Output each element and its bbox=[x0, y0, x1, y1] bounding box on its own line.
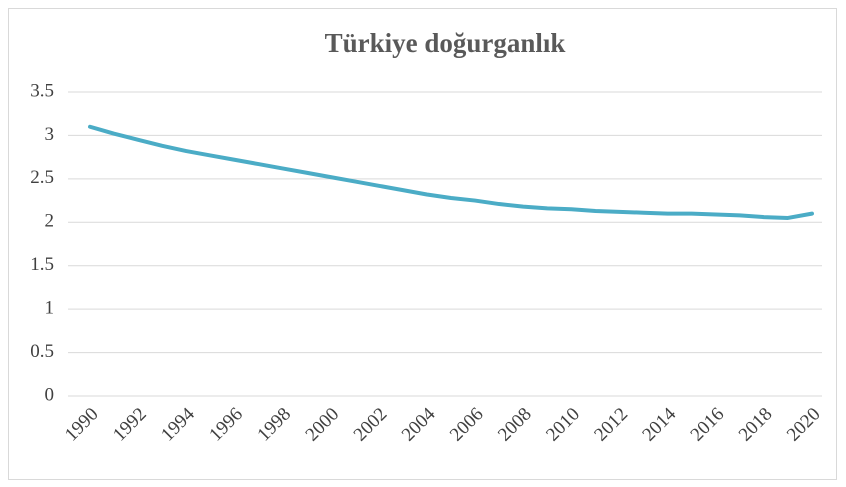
y-tick-label: 2 bbox=[45, 211, 55, 232]
chart-title: Türkiye doğurganlık bbox=[325, 28, 566, 58]
y-tick-label: 1 bbox=[45, 298, 55, 319]
y-tick-label: 1.5 bbox=[30, 254, 54, 275]
y-tick-label: 0 bbox=[45, 384, 55, 405]
y-tick-label: 3.5 bbox=[30, 80, 54, 101]
chart-border bbox=[8, 8, 837, 480]
y-tick-label: 3 bbox=[45, 124, 55, 145]
series-line bbox=[88, 124, 814, 220]
y-tick-label: 0.5 bbox=[30, 341, 54, 362]
y-tick-label: 2.5 bbox=[30, 167, 54, 188]
